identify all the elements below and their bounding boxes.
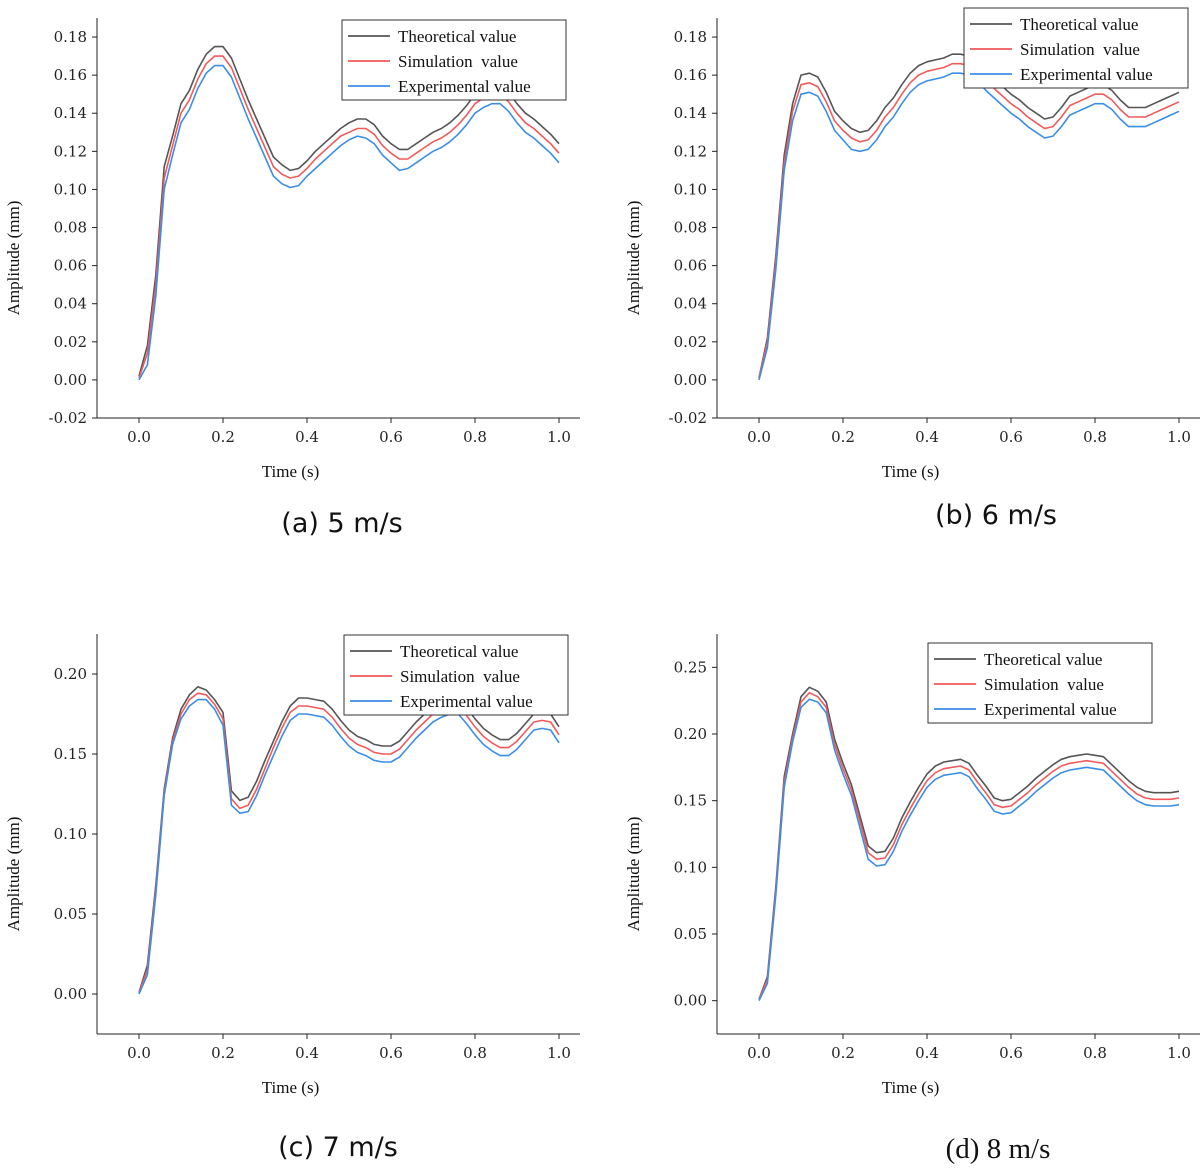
- x-tick-label: 0.6: [999, 1044, 1023, 1062]
- x-tick-label: 0.6: [379, 428, 403, 446]
- y-tick-label: 0.04: [54, 295, 87, 313]
- x-tick-label: 0.4: [915, 1044, 939, 1062]
- panel-caption: (d) 8 m/s: [946, 1133, 1051, 1165]
- y-tick-label: 0.08: [54, 219, 87, 237]
- x-tick-label: 0.6: [999, 428, 1023, 446]
- x-tick-label: 0.8: [1083, 428, 1107, 446]
- panel-caption: (b) 6 m/s: [935, 500, 1057, 531]
- legend: Theoretical value Simulation value Experim…: [341, 19, 567, 101]
- legend-label-simulation: Simulation value: [400, 667, 520, 686]
- panel-caption: (c) 7 m/s: [278, 1132, 398, 1163]
- y-tick-label: 0.00: [674, 992, 707, 1010]
- legend-label-simulation: Simulation value: [984, 675, 1104, 694]
- y-tick-label: 0.05: [674, 925, 707, 943]
- legend-label-simulation: Simulation value: [1020, 40, 1140, 59]
- panel-caption: (a) 5 m/s: [281, 508, 402, 539]
- legend: Theoretical value Simulation value Experim…: [343, 634, 569, 716]
- y-tick-label: 0.10: [674, 180, 707, 198]
- y-tick-label: 0.05: [54, 905, 87, 923]
- legend-label-theoretical: Theoretical value: [1020, 15, 1138, 34]
- y-tick-label: 0.16: [674, 66, 707, 84]
- x-tick-label: 1.0: [1167, 1044, 1191, 1062]
- legend-label-experimental: Experimental value: [984, 700, 1117, 719]
- experimental-series-line: [758, 698, 1180, 1002]
- chart-panel-2: -0.02 0.00 0.02 0.04 0.06 0.08 0.10 0.12 0.14 0.1…: [624, 7, 1200, 531]
- x-tick-label: 0.8: [463, 1044, 487, 1062]
- legend-label-simulation: Simulation value: [398, 52, 518, 71]
- y-tick-label: 0.08: [674, 219, 707, 237]
- x-axis-title: Time (s): [882, 1078, 939, 1097]
- chart-panel-1: -0.02 0.00 0.02 0.04 0.06 0.08 0.10 0.12 0.14 0.1…: [4, 18, 580, 539]
- y-tick-label: 0.02: [54, 333, 87, 351]
- y-tick-label: -0.02: [49, 409, 87, 427]
- x-tick-label: 0.2: [831, 428, 855, 446]
- simulation-series-line: [758, 691, 1180, 1000]
- legend-label-experimental: Experimental value: [1020, 65, 1153, 84]
- y-tick-label: 0.12: [674, 142, 707, 160]
- y-tick-label: 0.10: [674, 858, 707, 876]
- x-tick-label: 1.0: [1167, 428, 1191, 446]
- y-tick-label: -0.02: [669, 409, 707, 427]
- x-tick-label: 1.0: [547, 428, 571, 446]
- x-tick-label: 0.0: [127, 428, 151, 446]
- y-tick-label: 0.00: [54, 371, 87, 389]
- experimental-series-line: [138, 64, 560, 381]
- y-tick-label: 0.10: [54, 825, 87, 843]
- y-tick-label: 0.16: [54, 66, 87, 84]
- y-tick-label: 0.15: [54, 745, 87, 763]
- y-tick-label: 0.14: [54, 104, 87, 122]
- y-tick-label: 0.00: [674, 371, 707, 389]
- y-tick-label: 0.04: [674, 295, 707, 313]
- x-tick-label: 0.0: [747, 428, 771, 446]
- x-tick-label: 0.6: [379, 1044, 403, 1062]
- y-tick-label: 0.25: [674, 658, 707, 676]
- legend: Theoretical value Simulation value Experim…: [927, 642, 1153, 724]
- y-tick-label: 0.06: [674, 257, 707, 275]
- y-axis-title: Amplitude (mm): [624, 201, 643, 316]
- simulation-series-line: [138, 692, 560, 993]
- legend-label-theoretical: Theoretical value: [398, 27, 516, 46]
- experimental-series-line: [758, 72, 1180, 381]
- y-tick-label: 0.10: [54, 180, 87, 198]
- x-tick-label: 0.2: [831, 1044, 855, 1062]
- legend-label-theoretical: Theoretical value: [984, 650, 1102, 669]
- x-tick-label: 0.8: [1083, 1044, 1107, 1062]
- legend-label-experimental: Experimental value: [400, 692, 533, 711]
- x-tick-label: 1.0: [547, 1044, 571, 1062]
- legend: Theoretical value Simulation value Experim…: [963, 7, 1189, 89]
- y-tick-label: 0.15: [674, 792, 707, 810]
- x-tick-label: 0.2: [211, 1044, 235, 1062]
- y-tick-label: 0.18: [54, 28, 87, 46]
- y-tick-label: 0.14: [674, 104, 707, 122]
- x-tick-label: 0.4: [295, 428, 319, 446]
- y-tick-label: 0.20: [674, 725, 707, 743]
- y-tick-label: 0.00: [54, 985, 87, 1003]
- chart-panel-4: 0.00 0.05 0.10 0.15 0.20 0.25 0.0 0.2 0.4 0.6 0.8 1…: [624, 634, 1200, 1165]
- simulation-series-line: [758, 62, 1180, 379]
- x-axis-title: Time (s): [262, 1078, 319, 1097]
- y-tick-label: 0.02: [674, 333, 707, 351]
- y-tick-label: 0.12: [54, 142, 87, 160]
- x-tick-label: 0.4: [295, 1044, 319, 1062]
- theoretical-series-line: [758, 686, 1180, 1000]
- chart-panel-3: 0.00 0.05 0.10 0.15 0.20 0.0 0.2 0.4 0.6 0.8 1.0 Ti…: [4, 634, 580, 1163]
- y-tick-label: 0.18: [674, 28, 707, 46]
- y-tick-label: 0.20: [54, 665, 87, 683]
- y-axis-title: Amplitude (mm): [4, 817, 23, 932]
- x-tick-label: 0.0: [127, 1044, 151, 1062]
- x-axis-title: Time (s): [882, 462, 939, 481]
- y-axis-title: Amplitude (mm): [624, 817, 643, 932]
- legend-label-experimental: Experimental value: [398, 77, 531, 96]
- experimental-series-line: [138, 698, 560, 995]
- x-axis-title: Time (s): [262, 462, 319, 481]
- x-tick-label: 0.8: [463, 428, 487, 446]
- y-tick-label: 0.06: [54, 257, 87, 275]
- y-axis-title: Amplitude (mm): [4, 201, 23, 316]
- x-tick-label: 0.0: [747, 1044, 771, 1062]
- theoretical-series-line: [138, 686, 560, 993]
- legend-label-theoretical: Theoretical value: [400, 642, 518, 661]
- x-tick-label: 0.4: [915, 428, 939, 446]
- x-tick-label: 0.2: [211, 428, 235, 446]
